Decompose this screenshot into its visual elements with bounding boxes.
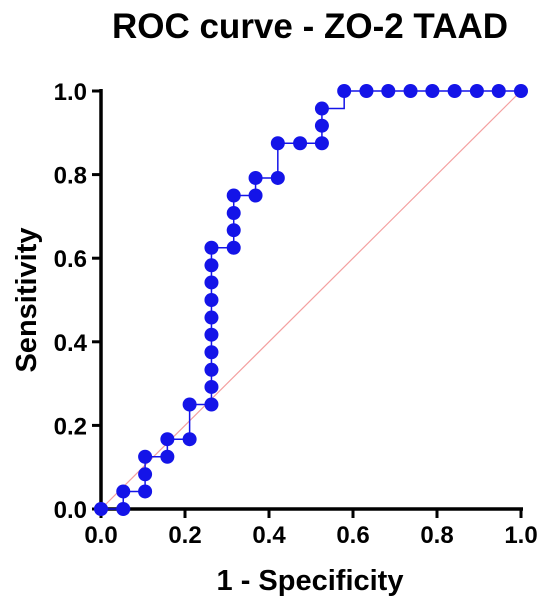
data-point <box>403 84 418 98</box>
data-point <box>226 223 241 238</box>
data-point <box>359 84 374 98</box>
data-point <box>116 502 131 516</box>
reference-line <box>100 90 522 510</box>
data-point <box>160 449 175 464</box>
y-tick-label: 0.8 <box>54 163 87 190</box>
x-tick-label: 0.8 <box>420 522 453 549</box>
data-point <box>138 484 153 499</box>
data-point <box>204 379 219 394</box>
data-point <box>491 84 506 98</box>
data-point <box>182 397 197 412</box>
data-point <box>204 397 219 412</box>
data-point <box>182 432 197 447</box>
y-tick-label: 0.0 <box>54 497 87 524</box>
data-point <box>314 136 329 151</box>
y-tick-label: 0.4 <box>54 330 88 357</box>
data-point <box>204 240 219 255</box>
data-point <box>204 310 219 325</box>
data-point <box>337 84 352 98</box>
y-tick-label: 0.6 <box>54 246 87 273</box>
data-point <box>204 362 219 377</box>
data-point <box>204 327 219 342</box>
data-point <box>138 449 153 464</box>
data-point <box>94 502 108 516</box>
x-tick-label: 0.2 <box>168 522 201 549</box>
y-axis-label: Sensitivity <box>11 227 43 372</box>
x-tick-label: 0.6 <box>336 522 369 549</box>
data-point <box>204 293 219 307</box>
data-point <box>226 240 241 255</box>
data-point <box>116 484 131 499</box>
chart-title: ROC curve - ZO-2 TAAD <box>112 7 508 46</box>
data-point <box>293 136 308 151</box>
data-point <box>248 170 263 185</box>
data-point <box>381 84 396 98</box>
data-point <box>204 258 219 273</box>
data-point <box>204 275 219 290</box>
data-point <box>270 136 285 151</box>
data-point <box>314 101 329 116</box>
data-point <box>160 432 175 447</box>
x-tick-label: 0.0 <box>84 522 117 549</box>
data-point <box>314 118 329 133</box>
data-point <box>270 170 285 185</box>
x-tick-label: 1.0 <box>504 522 537 549</box>
data-point <box>248 188 263 203</box>
data-point <box>514 84 528 98</box>
plot-area: 0.0 0.2 0.4 0.6 0.8 1.0 0.0 0.2 0.4 0.6 0.8 1.0 <box>54 79 538 549</box>
data-point <box>425 84 440 98</box>
data-point <box>226 188 241 203</box>
data-point <box>138 467 153 482</box>
data-point <box>204 345 219 360</box>
data-point <box>469 84 484 98</box>
x-axis-label: 1 - Specificity <box>217 565 404 597</box>
data-point <box>226 206 241 221</box>
data-point <box>447 84 462 98</box>
y-tick-label: 0.2 <box>54 413 87 440</box>
x-tick-label: 0.4 <box>252 522 286 549</box>
y-tick-label: 1.0 <box>54 79 87 106</box>
